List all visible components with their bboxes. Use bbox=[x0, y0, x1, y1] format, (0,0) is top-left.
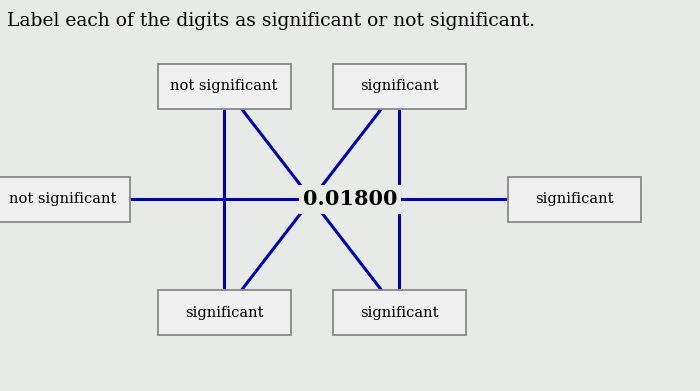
Text: not significant: not significant bbox=[170, 79, 278, 93]
Text: not significant: not significant bbox=[9, 192, 117, 206]
FancyBboxPatch shape bbox=[508, 177, 640, 222]
FancyBboxPatch shape bbox=[332, 290, 466, 335]
FancyBboxPatch shape bbox=[332, 63, 466, 108]
Text: significant: significant bbox=[185, 306, 263, 320]
FancyBboxPatch shape bbox=[0, 177, 130, 222]
FancyBboxPatch shape bbox=[158, 63, 290, 108]
Text: significant: significant bbox=[535, 192, 613, 206]
Text: Label each of the digits as significant or not significant.: Label each of the digits as significant … bbox=[7, 12, 535, 30]
Text: significant: significant bbox=[360, 79, 438, 93]
FancyBboxPatch shape bbox=[158, 290, 290, 335]
Text: significant: significant bbox=[360, 306, 438, 320]
Text: 0.01800: 0.01800 bbox=[302, 189, 398, 210]
